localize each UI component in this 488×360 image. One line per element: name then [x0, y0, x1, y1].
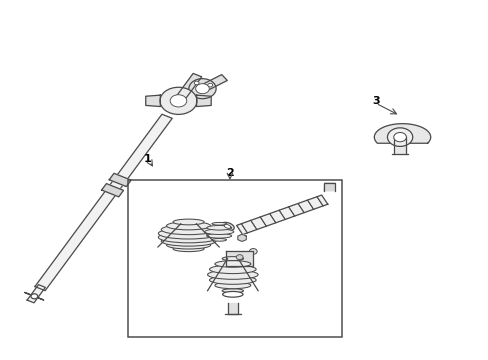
Polygon shape: [25, 293, 43, 300]
Circle shape: [160, 87, 197, 114]
Ellipse shape: [206, 234, 231, 238]
Bar: [127, 180, 341, 337]
Ellipse shape: [224, 225, 230, 228]
Ellipse shape: [222, 292, 243, 297]
Polygon shape: [174, 73, 201, 103]
Ellipse shape: [214, 261, 250, 267]
Ellipse shape: [158, 232, 219, 243]
Ellipse shape: [173, 246, 203, 252]
Text: 3: 3: [371, 96, 379, 107]
Polygon shape: [35, 114, 172, 291]
Polygon shape: [393, 137, 406, 154]
Polygon shape: [237, 234, 246, 242]
Ellipse shape: [220, 222, 234, 230]
Circle shape: [170, 95, 186, 107]
Ellipse shape: [166, 241, 210, 249]
Ellipse shape: [158, 228, 219, 239]
Ellipse shape: [209, 265, 256, 274]
Ellipse shape: [166, 222, 210, 230]
Circle shape: [195, 84, 209, 94]
Ellipse shape: [222, 257, 243, 261]
Circle shape: [236, 255, 243, 260]
Polygon shape: [236, 195, 327, 235]
Circle shape: [249, 249, 257, 254]
Polygon shape: [227, 303, 237, 314]
Ellipse shape: [173, 219, 203, 225]
Ellipse shape: [209, 276, 256, 284]
Ellipse shape: [206, 225, 231, 230]
Ellipse shape: [211, 238, 226, 241]
Polygon shape: [27, 285, 45, 303]
Ellipse shape: [222, 289, 243, 293]
Polygon shape: [102, 184, 123, 197]
Ellipse shape: [161, 236, 216, 246]
Text: 1: 1: [143, 154, 151, 163]
Polygon shape: [196, 95, 211, 107]
Ellipse shape: [161, 225, 216, 235]
Ellipse shape: [204, 229, 233, 234]
Polygon shape: [225, 251, 253, 266]
Circle shape: [207, 83, 212, 87]
Polygon shape: [374, 124, 430, 143]
Circle shape: [393, 132, 406, 142]
Circle shape: [188, 79, 216, 99]
Ellipse shape: [211, 222, 226, 225]
Ellipse shape: [207, 270, 258, 279]
Text: 2: 2: [225, 168, 233, 178]
Polygon shape: [145, 95, 160, 107]
Polygon shape: [109, 173, 131, 186]
Circle shape: [386, 128, 412, 147]
Ellipse shape: [214, 282, 250, 289]
Circle shape: [31, 294, 38, 299]
Circle shape: [194, 81, 199, 85]
Polygon shape: [199, 75, 227, 92]
Polygon shape: [323, 183, 335, 191]
